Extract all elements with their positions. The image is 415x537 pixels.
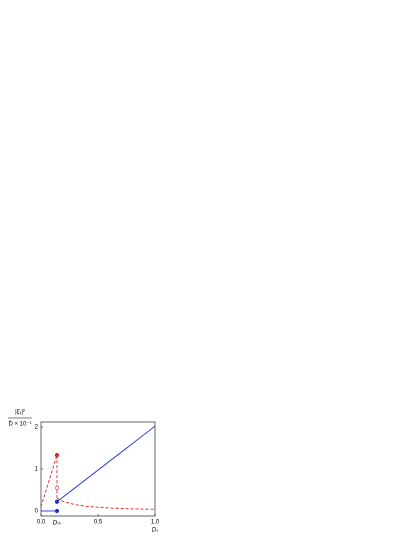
y-tick-label: 0 [35, 509, 39, 515]
x-tick-label: 0.0 [37, 520, 46, 526]
annotation: Dₜₕ [53, 521, 62, 527]
point [54, 499, 60, 504]
x-tick-label: 0.5 [94, 520, 103, 526]
y-tick-label: 2 [35, 425, 39, 431]
y-label-bottom: D̄ × 10⁻¹ [8, 421, 31, 428]
series-line [56, 425, 156, 503]
x-tick-label: 1.0 [151, 520, 160, 526]
point [54, 508, 60, 514]
series-line [40, 455, 58, 507]
y-label-top: |ξ̄₁|² [15, 410, 25, 416]
x-label: Dₛ [152, 528, 159, 534]
series-line [56, 497, 156, 510]
y-tick-label: 1 [35, 467, 39, 473]
point [54, 485, 60, 490]
point [54, 453, 60, 458]
